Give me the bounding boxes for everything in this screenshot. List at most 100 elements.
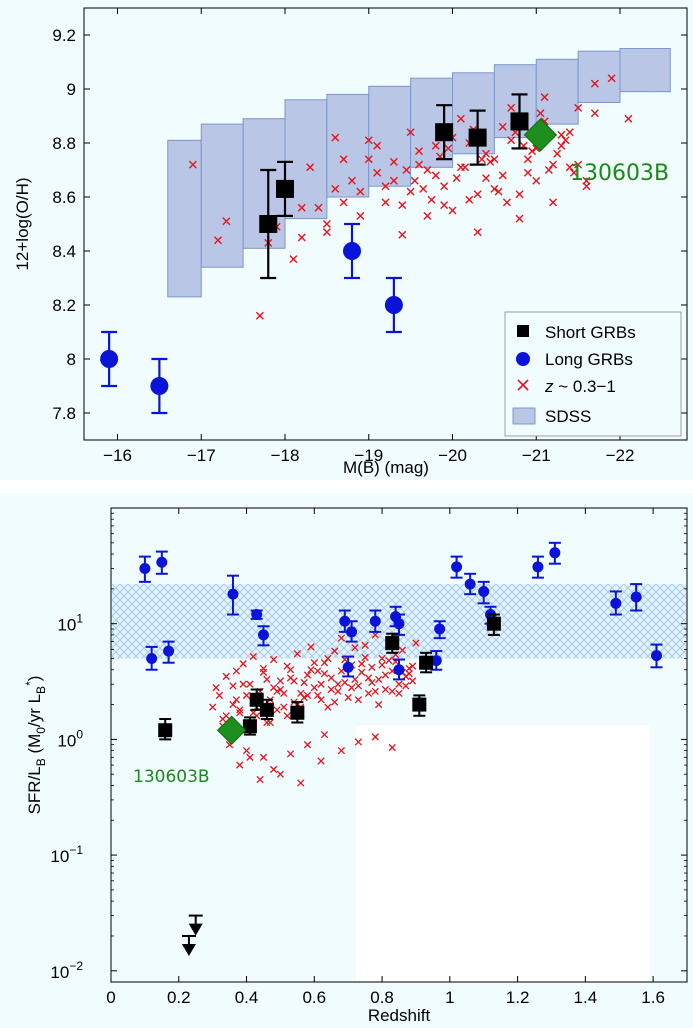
point-stroke [381,685,390,694]
field-galaxy-point [276,677,285,685]
field-galaxy-point [565,163,574,172]
field-galaxy-point [507,103,516,112]
point-stroke [408,662,417,670]
long-grb-point [163,645,175,657]
point-stroke [415,147,423,156]
point-stroke [582,176,591,185]
point-stroke [565,128,574,137]
legend-sdss-marker [512,407,536,425]
point-stroke [624,114,633,123]
long-grb-point [434,623,446,635]
point-stroke [473,190,482,199]
field-galaxy-point [358,668,366,676]
point-stroke [419,184,428,193]
long-grb-point [651,650,663,662]
point-stroke [378,661,386,669]
point-stroke [590,79,599,88]
field-galaxy-point [502,198,511,207]
point-stroke [465,195,474,204]
point-stroke [368,678,376,687]
field-galaxy-point [368,678,376,687]
x-tick-label: −17 [187,446,216,465]
field-galaxy-point [498,171,507,180]
point-stroke [239,680,247,688]
field-galaxy-point [402,166,411,174]
field-galaxy-point [256,775,264,784]
field-galaxy-point [373,141,382,150]
point-stroke [273,687,281,696]
field-galaxy-point [334,680,342,688]
x-axis-ticks: −16 −17 −18 −19 −20 −21 −22 [103,8,634,465]
field-galaxy-point [549,198,557,207]
point-stroke [565,163,574,172]
point-stroke [339,155,348,164]
field-galaxy-point [320,669,329,678]
point-stroke [507,136,516,145]
field-galaxy-point [381,685,390,694]
point-stroke [515,214,524,223]
field-galaxy-point [406,128,415,137]
field-galaxy-point [515,190,524,199]
y-tick-label: 9.2 [52,26,76,45]
field-galaxy-point [371,733,379,741]
field-galaxy-point [297,203,306,212]
point-stroke [269,655,278,664]
y-axis-label: 12+log(O/H) [13,177,32,270]
point-stroke [423,211,432,220]
short-grb-point [412,697,427,712]
point-stroke [208,703,217,711]
long-grbs [138,541,663,681]
short-grb-point [435,123,454,142]
short-grb-point [290,705,305,720]
field-galaxy-point [408,662,417,670]
point-stroke [549,160,557,169]
field-galaxy-point [431,171,440,180]
point-stroke [452,174,461,183]
x-tick-label: 1.4 [574,988,598,1007]
field-galaxy-point [440,201,449,210]
field-galaxy-point [482,174,490,183]
field-galaxy-point [269,683,278,692]
grb-130603b-marker [523,118,558,152]
field-galaxy-point [229,700,237,709]
point-stroke [375,700,383,709]
field-galaxy-point [300,678,308,687]
short-grb-point [468,128,487,147]
field-galaxy-point [395,680,403,688]
field-galaxy-point [358,660,366,668]
point-stroke [239,660,247,668]
sdss-bin [619,48,671,93]
field-galaxy-point [540,93,549,102]
point-stroke [456,114,465,123]
long-grb-point [610,597,622,609]
point-stroke [236,761,244,769]
point-stroke [222,712,230,720]
field-galaxy-point [341,678,349,687]
point-stroke [410,176,419,185]
point-stroke [307,643,315,651]
field-galaxy-point [486,157,495,166]
sdss-bins [167,48,671,298]
point-stroke [494,187,503,196]
point-stroke [498,171,507,180]
point-stroke [232,696,241,704]
point-stroke [293,650,302,658]
point-stroke [590,109,599,118]
field-galaxies [208,631,420,787]
point-stroke [283,712,291,720]
long-grb-point [532,561,544,573]
point-stroke [358,668,366,676]
grb-130603b-label: 130603B [570,161,669,186]
field-galaxy-point [448,206,457,215]
point-stroke [236,706,244,714]
field-galaxy-point [381,182,390,191]
point-stroke [398,230,407,239]
field-galaxy-point [405,669,413,678]
field-galaxy-point [375,675,383,684]
x-tick-label: −21 [522,446,551,465]
field-galaxy-point [314,691,322,700]
point-stroke [482,149,490,158]
point-stroke [306,163,315,172]
field-galaxy-point [297,689,305,698]
